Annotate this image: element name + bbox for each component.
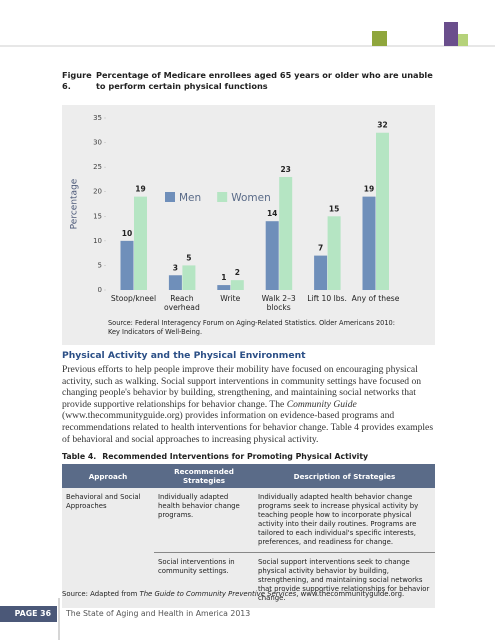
- row: Social interventions in community settin…: [62, 552, 435, 608]
- legend-swatch: [165, 192, 175, 202]
- y-tick-label: 20: [93, 188, 102, 196]
- value-label: 32: [377, 121, 387, 130]
- y-tick-label: 25: [93, 163, 102, 171]
- figure-caption: Figure 6.Percentage of Medicare enrollee…: [62, 70, 442, 92]
- value-label: 1: [221, 273, 226, 282]
- text: Previous efforts to help people improve …: [62, 364, 422, 410]
- value-label: 19: [135, 185, 145, 194]
- value-label: 19: [364, 185, 374, 194]
- bar: [134, 196, 147, 290]
- y-tick-label: 0: [98, 286, 102, 294]
- value-label: 5: [186, 253, 191, 262]
- x-tick-label: Write: [220, 294, 241, 303]
- bar: [182, 265, 196, 290]
- table-source: Source: Adapted from The Guide to Commun…: [62, 590, 404, 598]
- footer-decoration: [58, 598, 60, 640]
- x-tick-label: Reach overhead: [164, 294, 200, 312]
- value-label: 7: [318, 244, 323, 253]
- text: Source: Adapted from: [62, 590, 140, 598]
- y-tick-label: 35: [93, 114, 102, 122]
- bar: [120, 240, 134, 290]
- page-number: PAGE 36: [0, 606, 57, 622]
- x-tick-label: Lift 10 lbs.: [307, 294, 347, 303]
- text-italic: Community Guide: [286, 398, 357, 410]
- legend-swatch: [217, 192, 228, 202]
- x-tick-label: Any of these: [351, 294, 400, 303]
- row: Behavioral and Social Approaches Individ…: [62, 488, 435, 608]
- text: , www.thecommunityguide.org.: [296, 590, 405, 598]
- text: (www.thecommunityguide.org) provides inf…: [62, 410, 434, 445]
- y-axis-label: Percentage: [70, 178, 80, 229]
- bar: [376, 132, 389, 290]
- header-cell: Description of Strategies: [254, 464, 435, 488]
- bar: [314, 255, 328, 290]
- y-tick-label: 5: [98, 261, 102, 269]
- bar: [279, 176, 293, 290]
- value-label: 15: [329, 204, 339, 213]
- bar: [168, 275, 182, 290]
- figure-title: Percentage of Medicare enrollees aged 65…: [96, 70, 433, 91]
- header-row: Approach Recommended Strategies Descript…: [62, 464, 435, 488]
- table-title: Table 4. Recommended Interventions for Pr…: [62, 452, 368, 461]
- value-label: 23: [280, 165, 290, 174]
- table-label: Table 4.: [62, 452, 97, 461]
- section-heading: Physical Activity and the Physical Envir…: [62, 350, 306, 361]
- cell: Individually adapted health behavior cha…: [154, 488, 254, 553]
- text-italic: The Guide to Community Preventive Servic…: [139, 590, 297, 598]
- block: [444, 22, 458, 46]
- value-label: 3: [173, 263, 178, 272]
- table: Approach Recommended Strategies Descript…: [62, 464, 435, 608]
- bar: [217, 285, 231, 290]
- chart-svg: Percentage051015202530351019351214237151…: [70, 114, 389, 294]
- legend-label: Women: [231, 192, 271, 204]
- bar: [327, 216, 341, 290]
- x-tick-label: Walk 2–3 blocks: [261, 294, 296, 312]
- value-label: 14: [267, 209, 277, 218]
- cell: Social support interventions seek to cha…: [254, 552, 435, 608]
- footer-text: The State of Aging and Health in America…: [66, 609, 251, 618]
- header-cell: Approach: [62, 464, 154, 488]
- value-label: 10: [122, 229, 132, 238]
- paragraph: Previous efforts to help people improve …: [62, 364, 440, 445]
- bar: [230, 280, 244, 290]
- header-decoration: [0, 22, 495, 47]
- header-cell: Recommended Strategies: [154, 464, 254, 488]
- y-tick-label: 30: [93, 139, 102, 147]
- chart-source: Source: Federal Interagency Forum on Agi…: [108, 319, 395, 336]
- x-tick-label: Stoop/kneel: [110, 294, 157, 303]
- cell: Individually adapted health behavior cha…: [254, 488, 435, 553]
- block: [372, 31, 387, 46]
- chart: Percentage 0 5 10 15 20 25 30 35 10 19 3 5 1 2 14 23 7 15 1…: [62, 105, 435, 345]
- bar: [362, 196, 376, 290]
- bar: [265, 221, 279, 290]
- table-title-text: Recommended Interventions for Promoting …: [102, 452, 369, 461]
- figure-label: Figure 6.: [62, 70, 92, 91]
- cell: Social interventions in community settin…: [154, 552, 254, 608]
- y-tick-label: 15: [93, 212, 102, 220]
- legend-label: Men: [179, 192, 201, 204]
- block: [458, 34, 468, 46]
- y-tick-label: 10: [93, 237, 102, 245]
- value-label: 2: [235, 268, 240, 277]
- cell: Behavioral and Social Approaches: [62, 488, 154, 608]
